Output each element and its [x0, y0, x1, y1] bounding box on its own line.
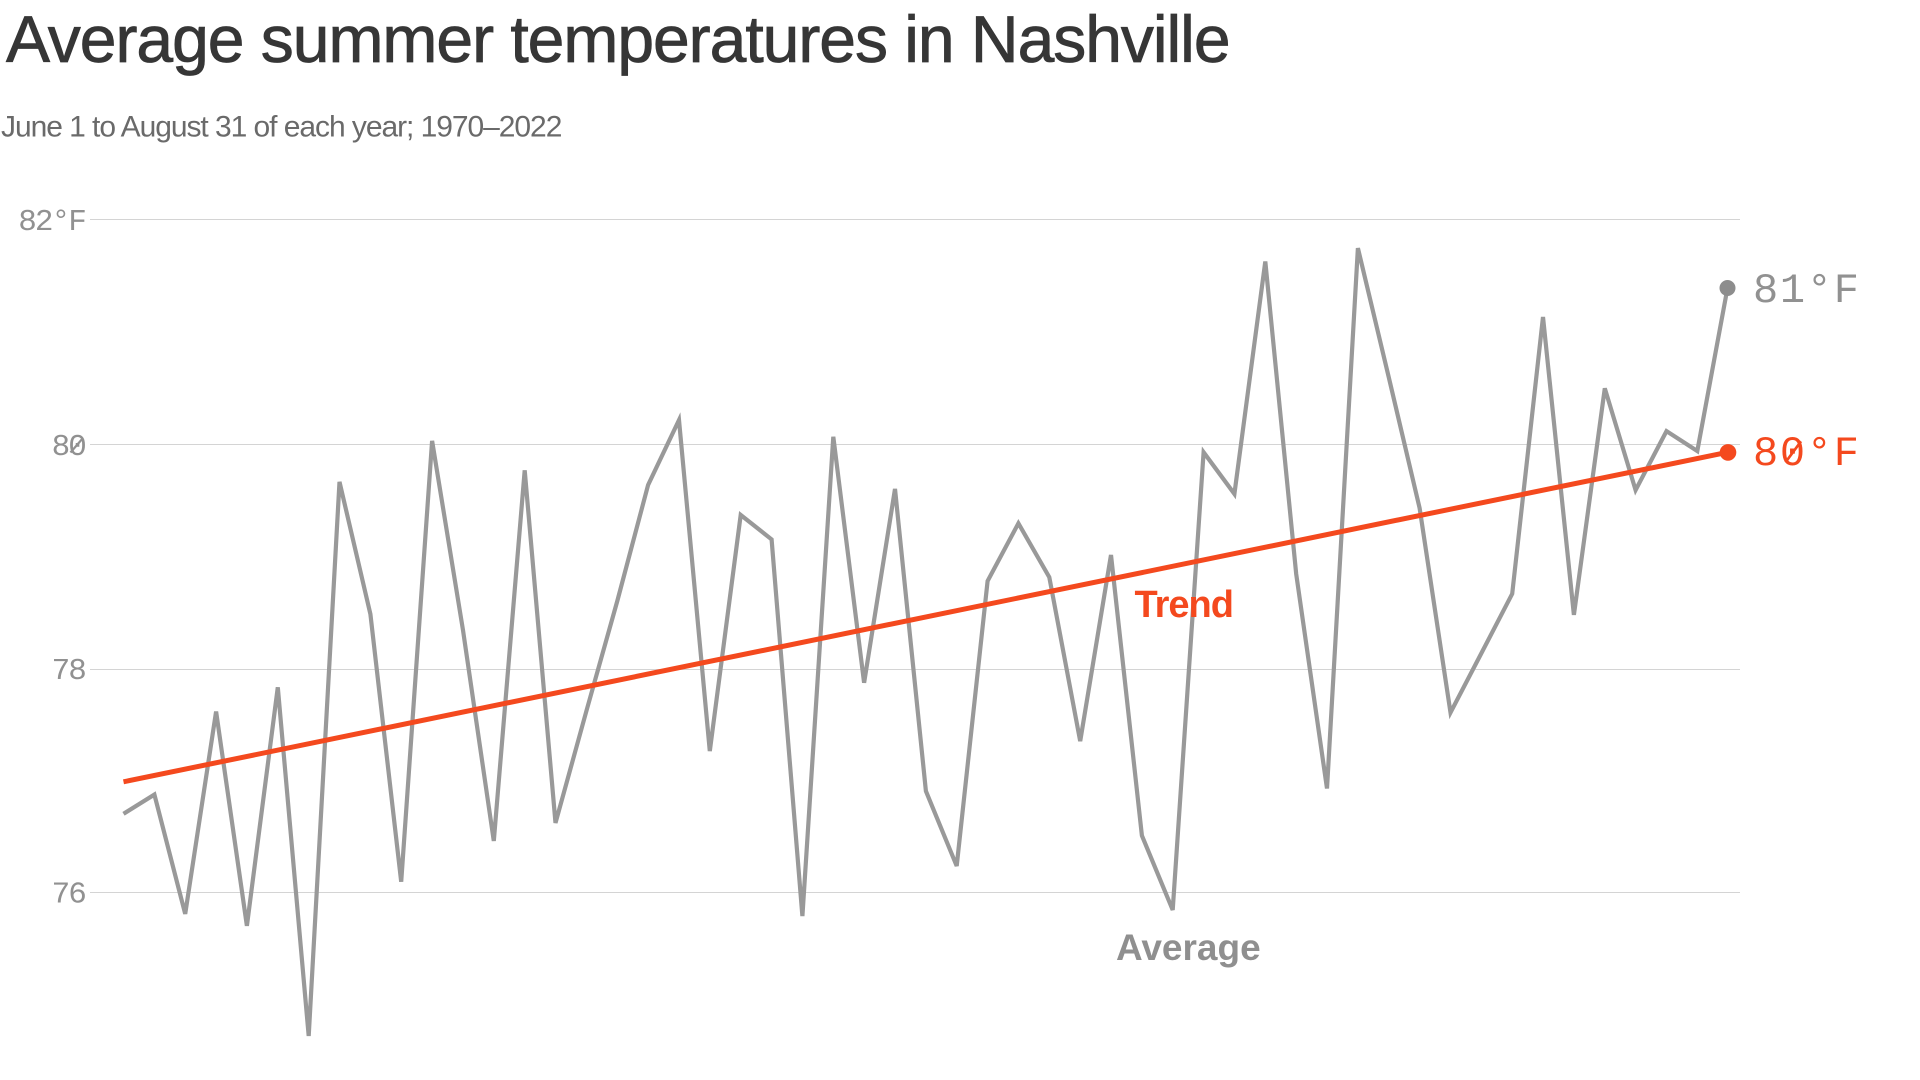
- svg-text:78: 78: [52, 654, 86, 689]
- svg-text:81°F: 81°F: [1753, 267, 1861, 315]
- svg-text:80°F: 80°F: [1753, 430, 1861, 478]
- svg-text:Average: Average: [1116, 927, 1261, 968]
- svg-text:76: 76: [52, 877, 86, 912]
- svg-text:Trend: Trend: [1135, 584, 1233, 626]
- svg-text:Average summer temperatures in: Average summer temperatures in Nashville: [6, 2, 1230, 76]
- svg-text:June 1 to August 31 of each ye: June 1 to August 31 of each year; 1970–2…: [1, 111, 562, 144]
- svg-text:82°F: 82°F: [18, 205, 85, 240]
- svg-text:80: 80: [52, 430, 86, 465]
